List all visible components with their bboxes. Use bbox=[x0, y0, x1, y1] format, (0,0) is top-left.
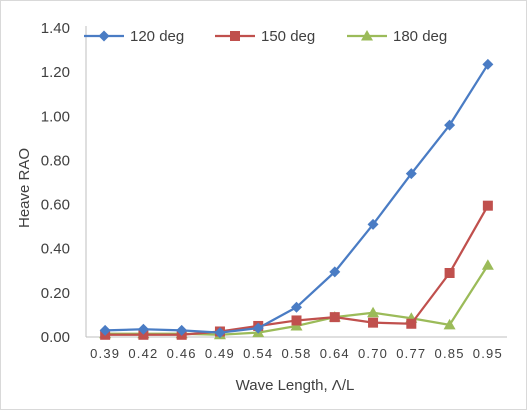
legend-label: 150 deg bbox=[261, 28, 315, 45]
y-tick-labels: 0.00 0.20 0.40 0.60 0.80 1.00 1.20 1.40 bbox=[41, 20, 70, 346]
x-tick-labels: 0.39 0.42 0.46 0.49 0.54 0.58 0.64 0.70 0.77 0.85… bbox=[90, 346, 503, 361]
y-tick-label: 0.80 bbox=[41, 152, 70, 169]
series-120-deg bbox=[99, 58, 494, 339]
data-point bbox=[99, 324, 111, 336]
data-point bbox=[405, 168, 417, 180]
data-point bbox=[137, 323, 149, 335]
data-point bbox=[482, 58, 494, 70]
y-tick-label: 0.20 bbox=[41, 285, 70, 302]
data-point bbox=[361, 30, 373, 41]
x-tick-label: 0.85 bbox=[435, 346, 465, 361]
legend-item: 150 deg bbox=[215, 28, 315, 45]
x-tick-label: 0.77 bbox=[396, 346, 426, 361]
data-point bbox=[291, 315, 302, 326]
x-tick-label: 0.64 bbox=[320, 346, 350, 361]
data-point bbox=[482, 200, 493, 211]
data-point bbox=[291, 301, 302, 313]
data-point bbox=[444, 119, 456, 131]
x-tick-label: 0.58 bbox=[281, 346, 311, 361]
data-point bbox=[230, 31, 240, 41]
series-150-deg bbox=[100, 200, 493, 340]
data-point bbox=[176, 324, 188, 336]
data-point bbox=[138, 329, 149, 340]
data-point bbox=[367, 306, 380, 318]
series-180-deg bbox=[99, 259, 494, 340]
data-point bbox=[406, 318, 417, 329]
data-point bbox=[367, 218, 379, 230]
data-point bbox=[368, 317, 379, 328]
data-point bbox=[329, 266, 341, 278]
x-tick-label: 0.42 bbox=[128, 346, 158, 361]
data-point bbox=[444, 267, 455, 278]
legend-item: 180 deg bbox=[347, 28, 447, 45]
y-axis-title: Heave RAO bbox=[16, 148, 33, 228]
data-point bbox=[481, 259, 494, 270]
y-tick-label: 0.00 bbox=[41, 329, 70, 346]
data-point bbox=[329, 312, 340, 323]
x-tick-label: 0.70 bbox=[358, 346, 388, 361]
y-tick-label: 0.40 bbox=[41, 241, 70, 258]
series-line bbox=[105, 205, 489, 336]
x-tick-label: 0.95 bbox=[473, 346, 503, 361]
data-point bbox=[98, 30, 110, 42]
y-tick-label: 0.60 bbox=[41, 197, 70, 214]
x-axis-title: Wave Length, Λ/L bbox=[236, 377, 355, 394]
x-tick-label: 0.39 bbox=[90, 346, 120, 361]
data-point bbox=[214, 327, 226, 339]
series-line bbox=[105, 63, 489, 334]
x-tick-label: 0.49 bbox=[205, 346, 235, 361]
y-tick-label: 1.40 bbox=[41, 20, 70, 37]
y-tick-label: 1.20 bbox=[41, 64, 70, 81]
x-tick-label: 0.46 bbox=[167, 346, 197, 361]
series-layer bbox=[99, 58, 494, 340]
data-point bbox=[443, 318, 456, 330]
x-tick-label: 0.54 bbox=[243, 346, 273, 361]
axes-layer bbox=[85, 26, 507, 338]
legend-item: 120 deg bbox=[84, 28, 184, 45]
legend-label: 180 deg bbox=[393, 28, 447, 45]
legend: 120 deg 150 deg 180 deg bbox=[84, 28, 447, 45]
legend-label: 120 deg bbox=[130, 28, 184, 45]
data-point bbox=[252, 322, 264, 334]
y-tick-label: 1.00 bbox=[41, 108, 70, 125]
